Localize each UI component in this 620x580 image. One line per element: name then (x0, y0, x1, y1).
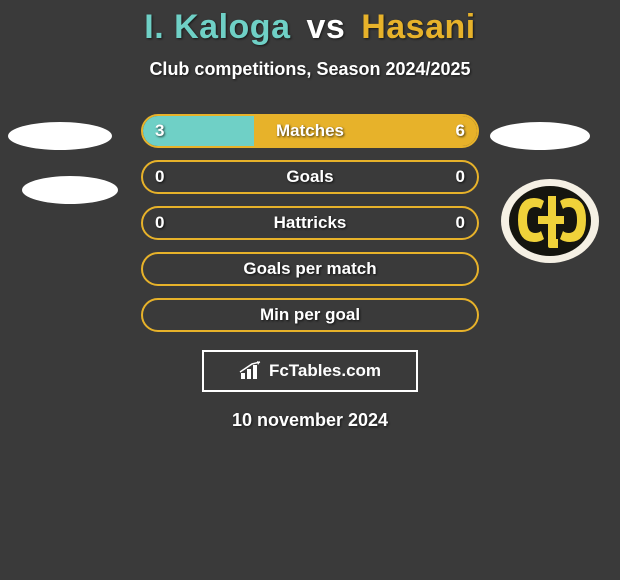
branding-box: FcTables.com (202, 350, 418, 392)
branding-label: FcTables.com (269, 361, 381, 381)
stat-row: Goals per match (141, 252, 479, 286)
stat-value-left: 0 (155, 167, 164, 187)
stat-label: Goals per match (243, 259, 376, 279)
date-label: 10 november 2024 (0, 410, 620, 431)
comparison-card: I. Kaloga vs Hasani Club competitions, S… (0, 0, 620, 580)
stat-label: Min per goal (260, 305, 360, 325)
stat-row: 3 6 Matches (141, 114, 479, 148)
stat-row: 0 0 Goals (141, 160, 479, 194)
barchart-icon (239, 361, 263, 381)
stats-list: 3 6 Matches 0 0 Goals 0 0 Hattricks Goals per mat… (0, 114, 620, 332)
stat-value-right: 0 (456, 213, 465, 233)
stat-value-left: 3 (155, 121, 164, 141)
player2-name: Hasani (361, 8, 476, 46)
player1-name: I. Kaloga (144, 8, 290, 46)
page-title: I. Kaloga vs Hasani (0, 0, 620, 47)
stat-value-right: 0 (456, 167, 465, 187)
subtitle: Club competitions, Season 2024/2025 (0, 59, 620, 80)
stat-label: Goals (286, 167, 333, 187)
stat-value-left: 0 (155, 213, 164, 233)
stat-row: Min per goal (141, 298, 479, 332)
vs-text: vs (306, 8, 345, 46)
stat-value-right: 6 (456, 121, 465, 141)
stat-label: Hattricks (274, 213, 347, 233)
stat-label: Matches (276, 121, 344, 141)
stat-row: 0 0 Hattricks (141, 206, 479, 240)
